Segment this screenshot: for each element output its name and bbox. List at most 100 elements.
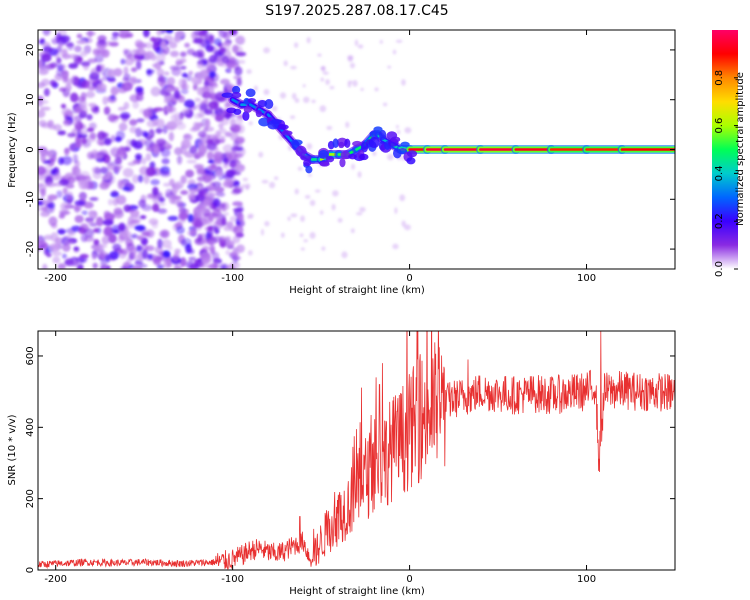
spectrogram-noise-speck [326, 125, 333, 130]
spectrogram-noise-speck [311, 99, 316, 104]
spectrogram-noise-blob [117, 106, 127, 111]
spectrogram-noise-blob [232, 247, 239, 253]
colorbar-tick-label: 0.0 [714, 261, 725, 277]
spectrogram-noise-blob [123, 48, 129, 55]
spectrogram-noise-blob [128, 246, 137, 256]
spectrogram-noise-blob [162, 250, 171, 258]
spectrogram-noise-speck [372, 151, 377, 156]
spectrogram-noise-blob [45, 63, 55, 70]
spectrogram-noise-blob [219, 78, 231, 85]
spectrogram-ridge-blob [245, 88, 256, 98]
spectrogram-noise-blob [38, 82, 46, 89]
spectrogram-noise-blob [67, 42, 74, 51]
spectrogram-noise-speck [319, 105, 327, 113]
spectrogram-noise-blob [121, 186, 131, 191]
spectrogram-noise-blob [181, 85, 188, 90]
spectrogram-noise-speck [271, 105, 278, 112]
spectrogram-noise-blob [147, 69, 155, 74]
spectrogram-noise-blob [88, 122, 97, 130]
spectrogram-noise-blob [156, 68, 165, 77]
spectrogram-noise-blob [152, 256, 162, 266]
spectrogram-noise-blob [145, 166, 156, 177]
spectrogram-noise-blob [156, 30, 162, 36]
colorbar-tick-label: 0.4 [714, 165, 725, 181]
spectrogram-noise-speck [360, 87, 364, 92]
spectrogram-x-label: Height of straight line (km) [289, 285, 425, 296]
spectrogram-noise-speck [314, 189, 321, 193]
spectrogram-noise-speck [404, 224, 411, 231]
spectrogram-noise-blob [81, 210, 89, 216]
spectrogram-noise-blob [208, 71, 216, 78]
spectrogram-noise-blob [51, 223, 58, 229]
spectrogram-noise-speck [225, 151, 231, 155]
spectrogram-noise-blob [189, 127, 199, 132]
spectrogram-noise-blob [174, 119, 183, 126]
spectrogram-noise-blob [135, 48, 146, 56]
spectrogram-noise-blob [47, 194, 58, 201]
spectrogram-noise-blob [141, 231, 151, 237]
spectrogram-noise-blob [92, 262, 98, 269]
spectrogram-noise-blob [222, 202, 230, 211]
spectrogram-noise-blob [115, 136, 122, 143]
spectrogram-noise-speck [404, 127, 412, 134]
spectrogram-noise-blob [67, 176, 76, 185]
spectrogram-noise-blob [202, 245, 210, 252]
spectrogram-noise-blob [164, 125, 175, 130]
spectrogram-noise-speck [253, 85, 258, 92]
spectrogram-ridge-blob [243, 106, 253, 113]
spectrogram-noise-blob [61, 70, 69, 80]
spectrogram-noise-blob [42, 263, 48, 269]
spectrogram-noise-blob [111, 190, 118, 196]
spectrogram-noise-blob [226, 264, 236, 269]
spectrogram-noise-blob [56, 190, 63, 199]
spectrogram-noise-speck [246, 215, 254, 220]
spectrogram-noise-speck [300, 247, 305, 251]
spectrogram-y-ticks: 20 10 0 -10 -20 [25, 44, 675, 257]
spectrogram-noise-blob [169, 65, 181, 71]
spectrogram-noise-blob [43, 234, 53, 241]
spectrogram-noise-blob [122, 167, 134, 178]
spectrogram-noise-blob [235, 51, 247, 57]
spectrogram-noise-speck [332, 190, 339, 197]
spectrogram-noise-blob [196, 164, 205, 175]
spectrogram-noise-blob [57, 263, 66, 269]
spectrogram-noise-blob [110, 36, 118, 41]
spectrogram-noise-blob [89, 197, 99, 202]
spectrogram-noise-blob [206, 142, 217, 151]
spectrogram-noise-blob [107, 68, 116, 78]
spectrogram-noise-blob [66, 191, 74, 200]
spectrogram-noise-blob [117, 146, 126, 156]
spectrogram-noise-speck [290, 65, 297, 70]
spectrogram-noise-blob [232, 207, 244, 213]
spectrogram-noise-blob [61, 253, 67, 259]
spectrogram-noise-blob [40, 152, 47, 163]
spectrogram-noise-blob [81, 137, 88, 145]
spectrogram-noise-blob [229, 161, 238, 168]
spectrogram-ridge-blob [300, 155, 312, 161]
spectrogram-noise-blob [42, 30, 51, 36]
spectrogram-noise-blob [232, 225, 244, 235]
spectrogram-noise-blob [223, 225, 232, 231]
spectrogram-noise-blob [183, 99, 195, 109]
spectrogram-noise-blob [213, 151, 224, 162]
spectrogram-noise-speck [347, 80, 353, 84]
spectrogram-noise-blob [38, 39, 46, 44]
spectrogram-noise-speck [303, 239, 308, 243]
spectrogram-noise-speck [237, 124, 241, 131]
spectrogram-noise-blob [192, 51, 204, 58]
spectrogram-noise-blob [120, 111, 131, 120]
spectrogram-noise-blob [188, 248, 195, 255]
spectrogram-noise-blob [212, 181, 222, 188]
spectrogram-noise-speck [350, 228, 355, 234]
spectrogram-noise-blob [119, 232, 129, 240]
spectrogram-noise-blob [206, 138, 214, 145]
spectrogram-noise-speck [309, 231, 316, 239]
spectrogram-noise-blob [167, 215, 179, 221]
spectrogram-noise-blob [180, 175, 187, 184]
spectrogram-noise-blob [57, 130, 67, 136]
spectrogram-noise-blob [219, 47, 227, 53]
spectrogram-noise-speck [347, 82, 352, 88]
chart-title: S197.2025.287.08.17.C45 [265, 3, 448, 19]
spectrogram-noise-blob [139, 215, 147, 220]
spectrogram-noise-blob [213, 38, 222, 46]
